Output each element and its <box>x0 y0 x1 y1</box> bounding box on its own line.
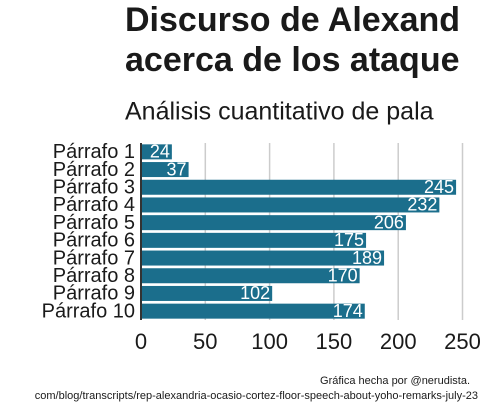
y-tick-label: Párrafo 10 <box>42 300 135 322</box>
bar <box>141 285 273 301</box>
y-tick-label: Párrafo 1 <box>53 141 135 163</box>
bar <box>141 179 457 195</box>
value-label: 245 <box>424 177 454 197</box>
chart-title: acerca de los ataque <box>125 41 460 79</box>
value-label: 37 <box>167 159 187 179</box>
value-label: 102 <box>240 283 270 303</box>
bar <box>141 144 172 160</box>
x-tick-label: 0 <box>135 329 147 354</box>
value-label: 24 <box>150 142 170 162</box>
x-tick-label: 100 <box>251 329 288 354</box>
y-tick-label: Párrafo 6 <box>53 230 135 252</box>
value-label: 170 <box>328 266 358 286</box>
value-label: 174 <box>333 301 363 321</box>
chart-subtitle: Análisis cuantitativo de pala <box>125 98 434 126</box>
chart-title: Discurso de Alexand <box>125 1 460 39</box>
x-tick-label: 50 <box>193 329 217 354</box>
y-tick-label: Párrafo 3 <box>53 177 135 199</box>
credit: Gráfica hecha por @nerudista. <box>320 375 470 387</box>
x-tick-label: 200 <box>380 329 417 354</box>
y-tick-label: Párrafo 8 <box>53 265 135 287</box>
value-label: 206 <box>374 212 404 232</box>
bar <box>141 162 189 178</box>
y-tick-label: Párrafo 4 <box>53 194 135 216</box>
y-tick-label: Párrafo 5 <box>53 212 135 234</box>
y-tick-label: Párrafo 9 <box>53 283 135 305</box>
bar <box>141 215 406 231</box>
bar <box>141 303 365 319</box>
bar <box>141 197 440 213</box>
source: com/blog/transcripts/rep-alexandria-ocas… <box>35 390 478 402</box>
value-label: 232 <box>407 195 437 215</box>
y-tick-label: Párrafo 7 <box>53 247 135 269</box>
value-label: 175 <box>334 230 364 250</box>
y-tick-label: Párrafo 2 <box>53 159 135 181</box>
bar <box>141 250 385 266</box>
x-tick-label: 150 <box>316 329 353 354</box>
value-label: 189 <box>352 248 382 268</box>
x-tick-label: 250 <box>444 329 480 354</box>
bar <box>141 268 360 284</box>
bar <box>141 232 367 248</box>
